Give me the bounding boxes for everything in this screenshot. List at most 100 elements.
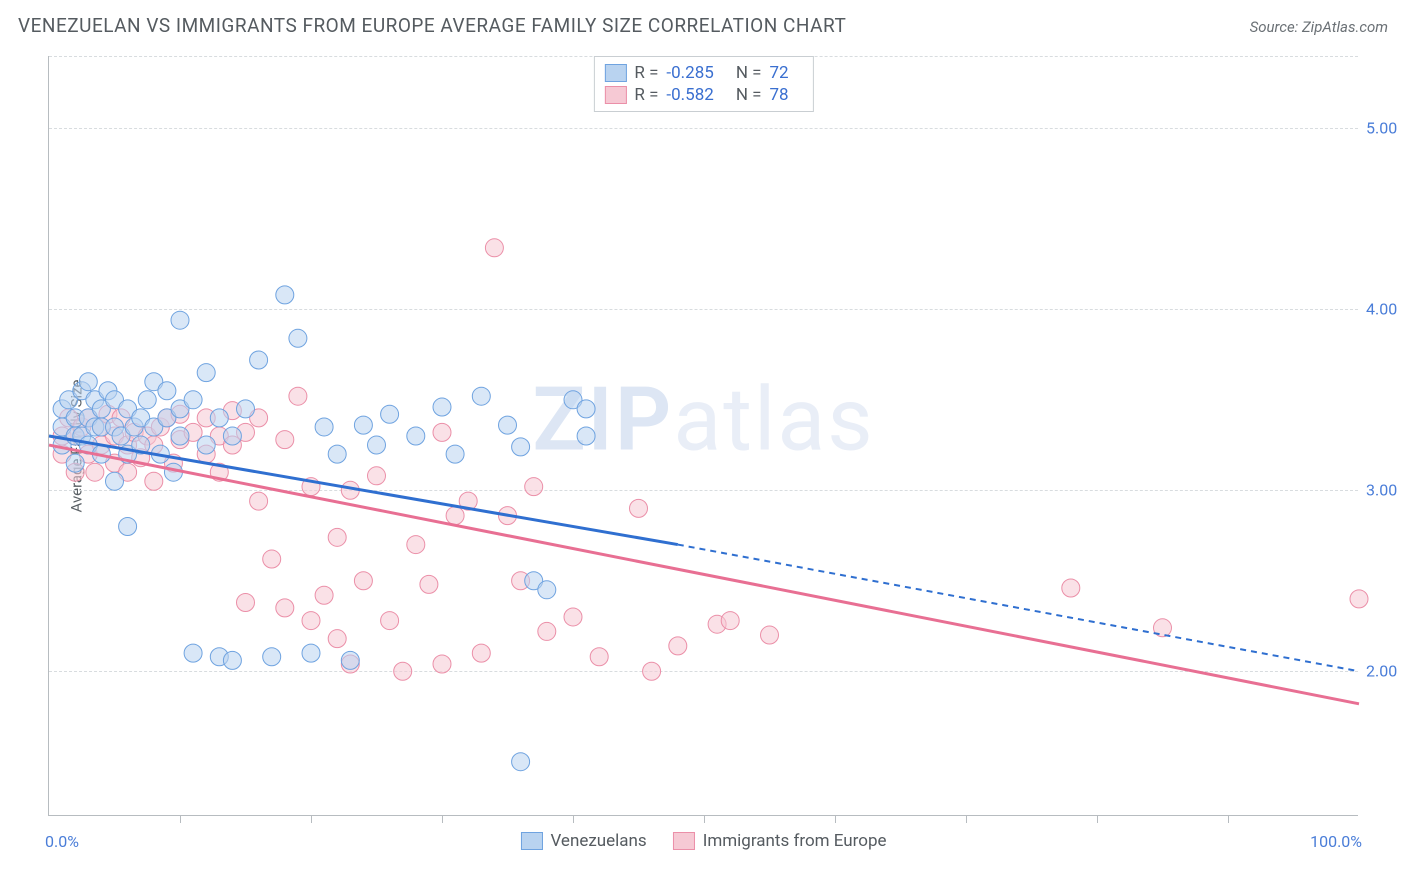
scatter-point-b [368,467,386,485]
scatter-point-a [407,427,425,445]
scatter-point-b [420,575,438,593]
chart-plot-area: ZIPatlas 2.003.004.005.00 R = -0.285 N =… [48,56,1358,816]
scatter-point-a [237,400,255,418]
x-tick [1097,815,1098,823]
scatter-point-a [499,416,517,434]
bottom-legend: Venezuelans Immigrants from Europe [520,831,886,851]
scatter-point-b [538,622,556,640]
source-name: ZipAtlas.com [1302,18,1388,36]
legend-label-b: Immigrants from Europe [703,831,887,851]
scatter-point-a [341,651,359,669]
scatter-point-b [328,528,346,546]
scatter-point-a [158,382,176,400]
y-tick-label: 2.00 [1366,662,1406,681]
scatter-point-b [485,239,503,257]
legend-item-a: Venezuelans [520,831,646,851]
x-tick [704,815,705,823]
x-tick [180,815,181,823]
scatter-point-b [289,387,307,405]
scatter-point-b [145,472,163,490]
source-attribution: Source: ZipAtlas.com [1250,18,1388,36]
r-label: R = [634,85,658,105]
scatter-point-a [197,364,215,382]
trend-line-b [49,445,1359,704]
stats-row-a: R = -0.285 N = 72 [604,63,802,83]
scatter-point-b [525,478,543,496]
swatch-series-b [604,86,626,104]
scatter-point-a [315,418,333,436]
scatter-point-a [354,416,372,434]
stats-row-b: R = -0.582 N = 78 [604,85,802,105]
scatter-point-a [138,391,156,409]
scatter-point-a [577,400,595,418]
scatter-point-b [446,507,464,525]
scatter-point-b [237,593,255,611]
scatter-point-a [171,427,189,445]
trend-line-a [49,436,678,545]
scatter-point-a [538,581,556,599]
scatter-point-b [328,630,346,648]
scatter-point-a [276,286,294,304]
scatter-point-b [433,423,451,441]
scatter-point-b [354,572,372,590]
r-value-a: -0.285 [666,63,713,83]
scatter-point-a [223,427,241,445]
source-prefix: Source: [1250,18,1302,36]
swatch-series-a [520,832,542,850]
x-tick [835,815,836,823]
n-label: N = [736,63,762,83]
r-value-b: -0.582 [666,85,713,105]
x-tick [442,815,443,823]
scatter-point-a [512,753,530,771]
scatter-point-b [263,550,281,568]
trend-line-a-dashed [678,545,1359,672]
scatter-point-b [302,612,320,630]
scatter-point-a [302,644,320,662]
scatter-point-a [433,398,451,416]
stats-legend-box: R = -0.285 N = 72 R = -0.582 N = 78 [593,56,813,112]
scatter-point-a [250,351,268,369]
scatter-point-b [394,662,412,680]
scatter-point-b [315,586,333,604]
scatter-point-b [590,648,608,666]
n-value-a: 72 [770,63,789,83]
scatter-point-a [289,329,307,347]
scatter-point-b [721,612,739,630]
scatter-point-a [446,445,464,463]
swatch-series-b [673,832,695,850]
scatter-point-b [761,626,779,644]
scatter-point-b [276,599,294,617]
scatter-point-a [197,436,215,454]
y-tick-label: 4.00 [1366,300,1406,319]
y-tick-label: 3.00 [1366,481,1406,500]
swatch-series-a [604,64,626,82]
scatter-point-a [328,445,346,463]
scatter-point-b [643,662,661,680]
scatter-point-a [66,454,84,472]
scatter-point-b [381,612,399,630]
scatter-point-a [106,472,124,490]
scatter-point-a [263,648,281,666]
scatter-point-a [577,427,595,445]
scatter-point-b [250,492,268,510]
legend-item-b: Immigrants from Europe [673,831,887,851]
scatter-point-b [407,536,425,554]
scatter-point-b [630,499,648,517]
scatter-point-b [86,463,104,481]
x-axis-max-label: 100.0% [1310,832,1362,851]
scatter-point-b [433,655,451,673]
scatter-point-a [472,387,490,405]
scatter-point-a [210,409,228,427]
y-tick-label: 5.00 [1366,119,1406,138]
scatter-point-a [512,438,530,456]
scatter-point-a [119,517,137,535]
n-label: N = [736,85,762,105]
scatter-point-b [472,644,490,662]
scatter-point-b [669,637,687,655]
scatter-point-a [381,405,399,423]
scatter-point-a [368,436,386,454]
x-tick [573,815,574,823]
scatter-point-a [184,644,202,662]
x-tick [1228,815,1229,823]
scatter-point-a [171,311,189,329]
